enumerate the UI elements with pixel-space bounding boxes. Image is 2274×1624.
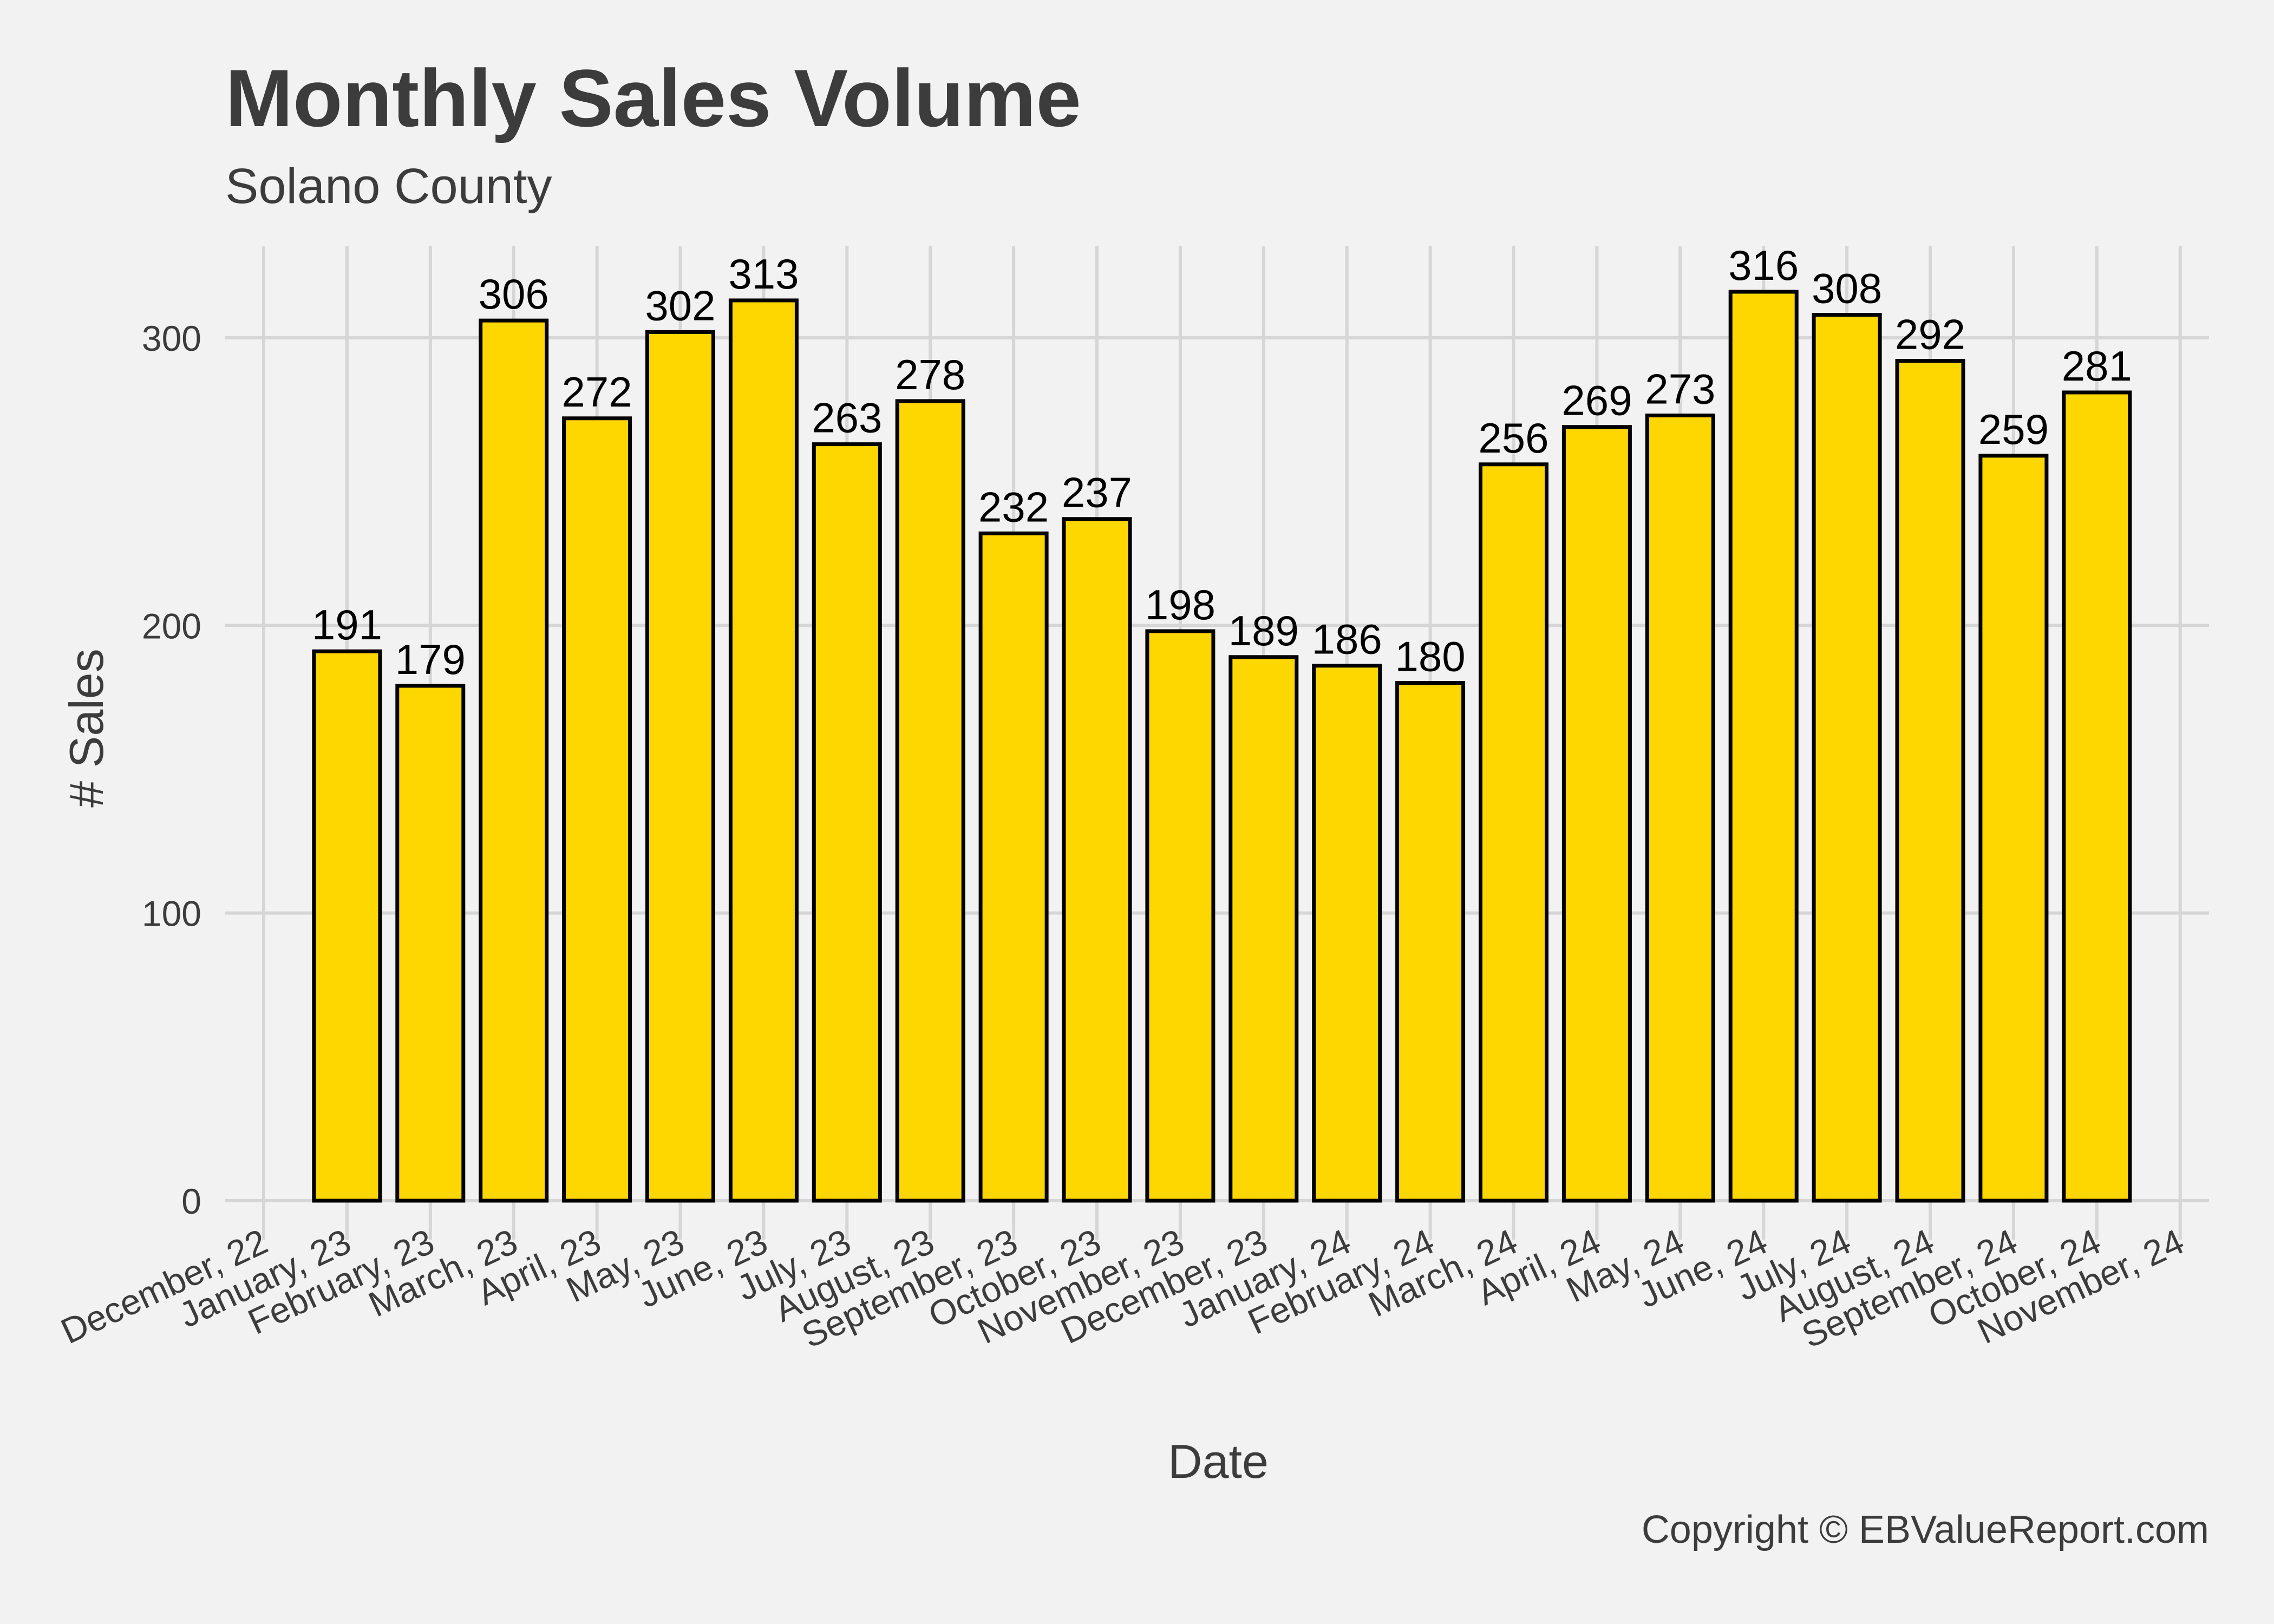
bar-value-label: 272 [562,368,632,416]
bar-value-label: 273 [1645,365,1715,412]
bar [312,649,382,1203]
bar-value-label: 302 [645,281,715,329]
bar-value-label: 281 [2062,342,2132,390]
bar [479,318,549,1203]
bar-value-label: 313 [728,250,799,298]
bar-value-label: 232 [978,483,1049,531]
bars [312,290,2132,1203]
bar [562,416,632,1203]
bar [1062,517,1132,1203]
bar-value-label: 269 [1561,377,1632,424]
bar-value-label: 191 [312,601,382,649]
y-tick-label: 100 [142,894,201,934]
bar-value-label: 308 [1812,264,1882,312]
bar [1645,413,1715,1203]
bar-value-label: 189 [1229,607,1299,654]
copyright-caption: Copyright © EBValueReport.com [1641,1508,2209,1551]
bar [812,442,882,1203]
bar [1978,454,2049,1203]
bar-value-label: 198 [1145,581,1216,628]
bar [728,298,799,1203]
y-tick-label: 200 [142,606,201,646]
bar [2062,390,2132,1203]
bar-value-label: 278 [895,351,965,398]
bar [978,531,1049,1203]
bar [1312,664,1382,1203]
bar [645,330,715,1203]
y-axis-ticks: 0 100 200 300 [142,318,201,1221]
value-labels: 191 179 306 272 302 313 263 278 232 237 198 189 186 1… [312,241,2132,683]
bar-value-label: 292 [1895,311,1965,358]
bar-value-label: 256 [1478,414,1548,462]
bar [395,684,466,1203]
bar [1395,681,1466,1203]
chart-subtitle: Solano County [225,159,552,214]
y-tick-label: 300 [142,318,201,358]
bar-value-label: 306 [479,270,549,318]
bar-value-label: 237 [1062,469,1132,516]
bar-value-label: 179 [395,636,466,683]
bar [895,399,965,1203]
bar [1561,425,1632,1203]
bar-value-label: 259 [1978,405,2049,453]
bar [1145,629,1216,1203]
bar [1812,312,1882,1203]
chart-title: Monthly Sales Volume [225,53,1081,143]
bar-value-label: 180 [1395,633,1466,680]
y-axis-title: # Sales [60,649,113,808]
bar [1895,359,1965,1203]
bar [1479,462,1548,1203]
bar-value-label: 316 [1728,241,1799,289]
bar [1728,290,1799,1203]
bar-value-label: 186 [1312,615,1382,663]
x-axis-title: Date [1168,1435,1269,1488]
bar-value-label: 263 [812,394,882,442]
bar [1229,655,1299,1203]
y-tick-label: 0 [181,1181,201,1221]
